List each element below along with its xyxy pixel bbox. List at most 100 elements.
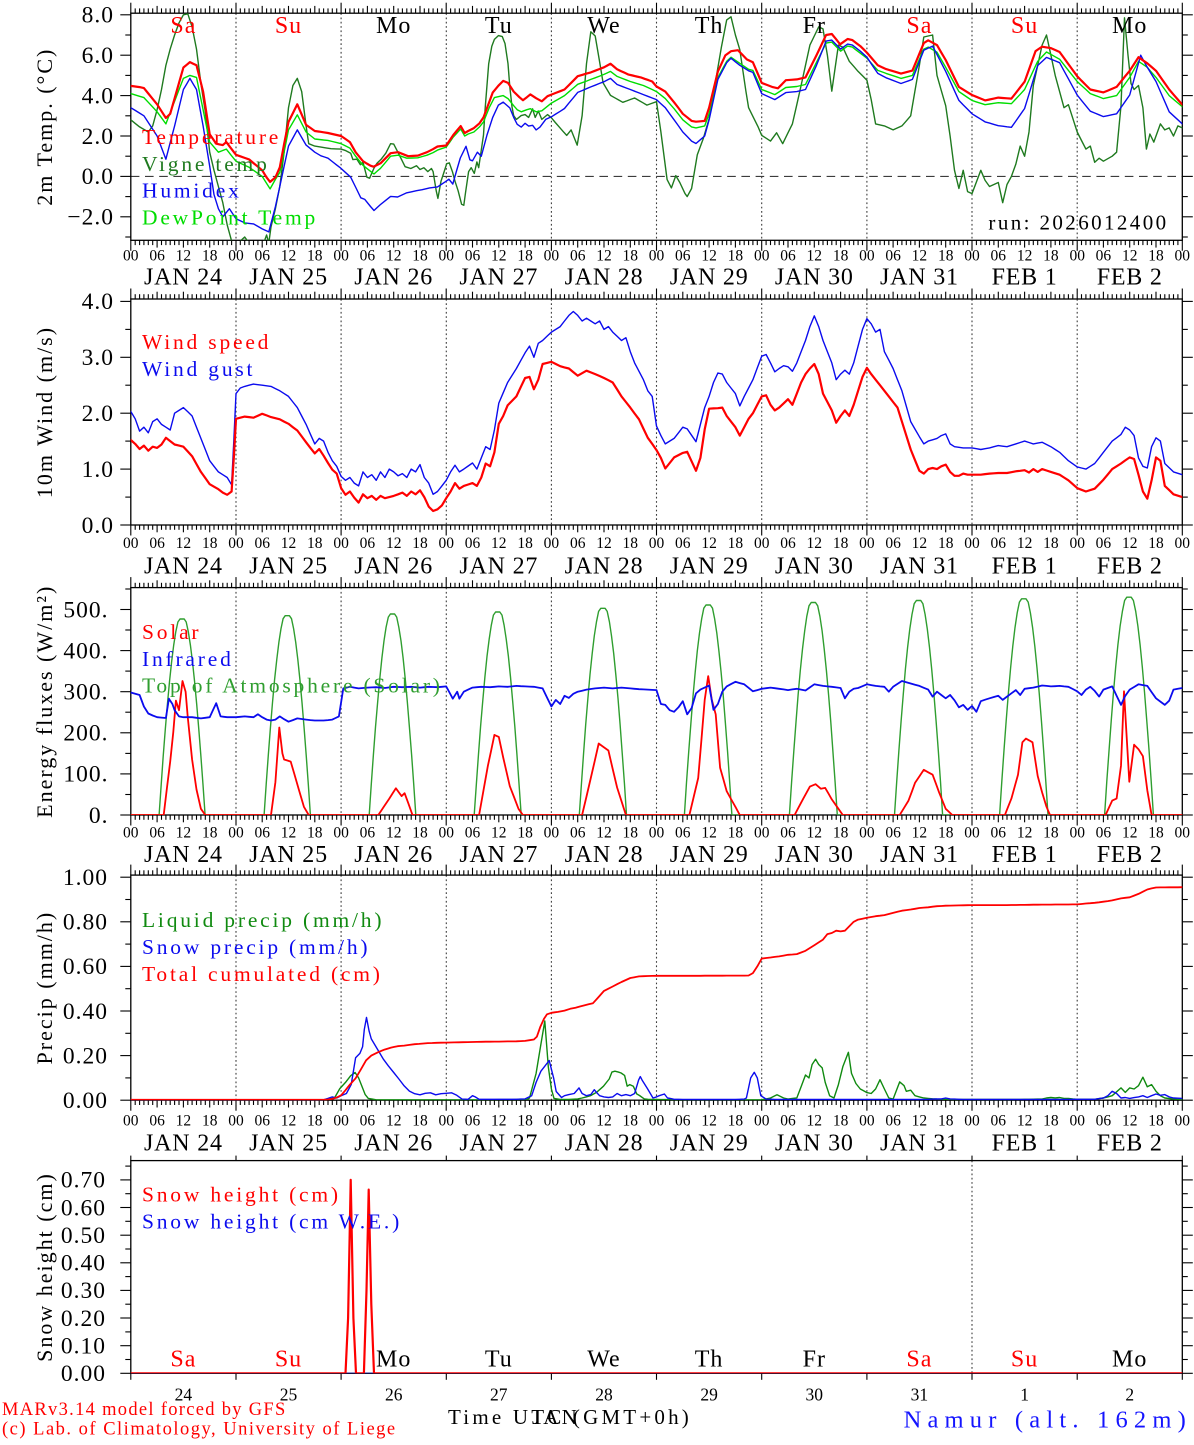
svg-text:0.50: 0.50 bbox=[61, 1223, 106, 1249]
svg-text:2: 2 bbox=[1125, 1385, 1134, 1405]
svg-text:0.80: 0.80 bbox=[63, 910, 108, 936]
svg-text:−2.0: −2.0 bbox=[67, 205, 114, 231]
svg-text:06: 06 bbox=[885, 1112, 901, 1129]
svg-text:18: 18 bbox=[623, 535, 639, 552]
svg-text:MARv3.14 model forced by GFS: MARv3.14 model forced by GFS bbox=[2, 1400, 287, 1420]
svg-text:00: 00 bbox=[859, 824, 875, 841]
svg-text:24: 24 bbox=[175, 1385, 193, 1405]
svg-text:JAN 27: JAN 27 bbox=[459, 842, 538, 868]
svg-text:00: 00 bbox=[1175, 248, 1191, 265]
svg-text:06: 06 bbox=[465, 248, 481, 265]
svg-text:12: 12 bbox=[491, 535, 507, 552]
svg-text:12: 12 bbox=[912, 1112, 928, 1129]
svg-text:0.0: 0.0 bbox=[82, 513, 114, 539]
svg-text:JAN 24: JAN 24 bbox=[144, 842, 223, 868]
svg-text:06: 06 bbox=[149, 1112, 165, 1129]
svg-text:12: 12 bbox=[912, 248, 928, 265]
svg-text:0.00: 0.00 bbox=[61, 1361, 106, 1387]
svg-text:12: 12 bbox=[1017, 824, 1033, 841]
svg-text:100.: 100. bbox=[63, 762, 108, 788]
svg-text:Wind gust: Wind gust bbox=[142, 357, 255, 381]
svg-text:26: 26 bbox=[385, 1385, 403, 1405]
svg-text:Precip (mm/h): Precip (mm/h) bbox=[32, 911, 57, 1065]
svg-text:2.0: 2.0 bbox=[82, 124, 114, 150]
svg-text:18: 18 bbox=[202, 248, 218, 265]
svg-text:JAN 28: JAN 28 bbox=[565, 842, 644, 868]
svg-text:18: 18 bbox=[728, 824, 744, 841]
svg-text:12: 12 bbox=[176, 248, 192, 265]
svg-text:12: 12 bbox=[386, 824, 402, 841]
svg-text:18: 18 bbox=[307, 1112, 323, 1129]
svg-text:00: 00 bbox=[754, 1112, 770, 1129]
svg-text:FEB 2: FEB 2 bbox=[1097, 554, 1163, 580]
svg-text:3.0: 3.0 bbox=[82, 345, 114, 371]
svg-text:JAN 29: JAN 29 bbox=[670, 842, 749, 868]
svg-text:FEB 2: FEB 2 bbox=[1097, 842, 1163, 868]
svg-text:JAN 28: JAN 28 bbox=[565, 1130, 644, 1156]
svg-text:18: 18 bbox=[412, 1112, 428, 1129]
svg-text:JAN 27: JAN 27 bbox=[459, 554, 538, 580]
svg-text:Liquid precip (mm/h): Liquid precip (mm/h) bbox=[142, 908, 384, 932]
svg-text:12: 12 bbox=[386, 248, 402, 265]
svg-text:18: 18 bbox=[517, 248, 533, 265]
svg-text:JAN 25: JAN 25 bbox=[249, 265, 328, 291]
svg-text:18: 18 bbox=[1148, 824, 1164, 841]
svg-text:12: 12 bbox=[176, 824, 192, 841]
svg-text:00: 00 bbox=[964, 248, 980, 265]
svg-text:6.0: 6.0 bbox=[82, 43, 114, 69]
svg-text:00: 00 bbox=[1175, 535, 1191, 552]
svg-text:Tu: Tu bbox=[485, 13, 513, 39]
svg-text:00: 00 bbox=[228, 1112, 244, 1129]
svg-text:18: 18 bbox=[1043, 1112, 1059, 1129]
svg-text:06: 06 bbox=[149, 535, 165, 552]
svg-text:06: 06 bbox=[360, 535, 376, 552]
svg-text:JAN 27: JAN 27 bbox=[459, 265, 538, 291]
svg-text:Su: Su bbox=[275, 1347, 302, 1373]
svg-text:12: 12 bbox=[176, 535, 192, 552]
svg-text:FEB 1: FEB 1 bbox=[992, 265, 1058, 291]
svg-text:18: 18 bbox=[833, 248, 849, 265]
svg-text:0.40: 0.40 bbox=[61, 1251, 106, 1277]
svg-text:18: 18 bbox=[517, 1112, 533, 1129]
svg-text:JAN: JAN bbox=[532, 1405, 580, 1429]
svg-text:12: 12 bbox=[1017, 1112, 1033, 1129]
svg-text:18: 18 bbox=[1043, 824, 1059, 841]
svg-text:06: 06 bbox=[570, 535, 586, 552]
svg-text:12: 12 bbox=[491, 248, 507, 265]
svg-text:12: 12 bbox=[807, 824, 823, 841]
svg-text:12: 12 bbox=[491, 824, 507, 841]
svg-text:12: 12 bbox=[386, 1112, 402, 1129]
svg-text:06: 06 bbox=[570, 1112, 586, 1129]
svg-text:JAN 26: JAN 26 bbox=[354, 265, 433, 291]
svg-text:1: 1 bbox=[1020, 1385, 1029, 1405]
svg-text:18: 18 bbox=[1148, 535, 1164, 552]
svg-text:18: 18 bbox=[623, 1112, 639, 1129]
svg-text:Th: Th bbox=[695, 1347, 724, 1373]
svg-text:Snow height (cm W.E.): Snow height (cm W.E.) bbox=[142, 1209, 402, 1233]
svg-text:28: 28 bbox=[595, 1385, 613, 1405]
svg-text:Infrared: Infrared bbox=[142, 647, 234, 671]
svg-text:12: 12 bbox=[281, 535, 297, 552]
svg-text:00: 00 bbox=[228, 248, 244, 265]
svg-text:18: 18 bbox=[728, 248, 744, 265]
svg-text:25: 25 bbox=[280, 1385, 298, 1405]
svg-text:12: 12 bbox=[596, 248, 612, 265]
svg-text:Th: Th bbox=[695, 13, 724, 39]
svg-text:06: 06 bbox=[570, 824, 586, 841]
svg-text:12: 12 bbox=[1017, 535, 1033, 552]
svg-text:00: 00 bbox=[123, 1112, 139, 1129]
svg-text:JAN 29: JAN 29 bbox=[670, 554, 749, 580]
svg-text:06: 06 bbox=[1096, 1112, 1112, 1129]
svg-text:JAN 25: JAN 25 bbox=[249, 842, 328, 868]
svg-text:JAN 24: JAN 24 bbox=[144, 265, 223, 291]
svg-text:12: 12 bbox=[386, 535, 402, 552]
svg-text:00: 00 bbox=[859, 1112, 875, 1129]
svg-text:31: 31 bbox=[911, 1385, 929, 1405]
svg-text:1.00: 1.00 bbox=[63, 865, 108, 891]
svg-text:00: 00 bbox=[1175, 824, 1191, 841]
svg-text:18: 18 bbox=[728, 535, 744, 552]
svg-text:12: 12 bbox=[1122, 824, 1138, 841]
svg-text:Solar: Solar bbox=[142, 620, 201, 644]
svg-text:12: 12 bbox=[596, 1112, 612, 1129]
svg-text:06: 06 bbox=[780, 1112, 796, 1129]
